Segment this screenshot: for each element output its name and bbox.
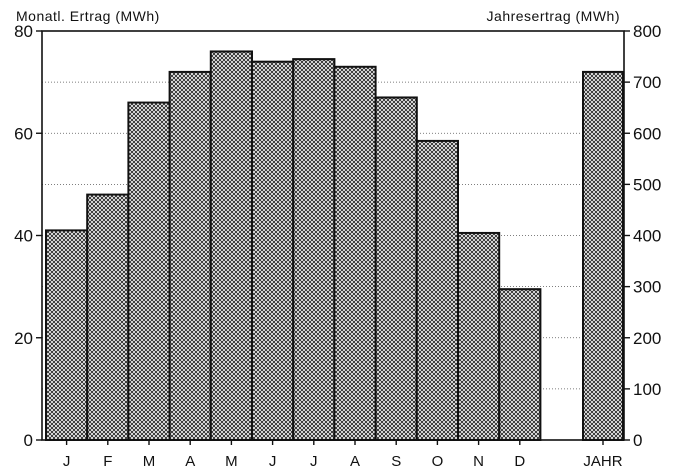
x-axis: J F M A M J J A S O N D JAHR: [63, 440, 623, 467]
bar-7: [292, 58, 336, 442]
right-tick-label: 600: [633, 124, 661, 143]
right-tick-label: 200: [633, 329, 661, 348]
bar-4: [168, 70, 212, 442]
x-tick-label: M: [225, 453, 238, 467]
x-tick-label: S: [391, 453, 401, 467]
left-tick-label: 80: [14, 22, 33, 41]
bar-2: [86, 193, 130, 441]
bar-12: [498, 288, 542, 441]
x-tick-label: F: [103, 453, 112, 467]
x-tick-label: J: [310, 453, 318, 467]
right-tick-label: 400: [633, 227, 661, 246]
right-axis-title: Jahresertrag (MWh): [487, 8, 620, 24]
x-tick-label: N: [473, 453, 484, 467]
x-tick-label: J: [269, 453, 277, 467]
right-tick-label: 800: [633, 22, 661, 41]
left-axis: 0 20 40 60 80: [14, 22, 42, 450]
x-tick-label: J: [63, 453, 71, 467]
bars: [45, 50, 624, 442]
bar-annual: [582, 70, 624, 442]
bar-11: [457, 231, 501, 441]
bar-9: [374, 96, 418, 442]
right-tick-label: 500: [633, 175, 661, 194]
bar-10: [415, 139, 459, 441]
left-tick-label: 40: [14, 227, 33, 246]
left-axis-title: Monatl. Ertrag (MWh): [16, 8, 160, 24]
right-tick-label: 0: [633, 431, 642, 450]
right-axis: 0 100 200 300 400 500 600 700 800: [624, 22, 661, 450]
x-tick-label: A: [350, 453, 360, 467]
left-tick-label: 60: [14, 124, 33, 143]
x-tick-label: A: [185, 453, 195, 467]
left-tick-label: 0: [24, 431, 33, 450]
bar-8: [333, 65, 377, 441]
x-tick-label: D: [514, 453, 525, 467]
left-tick-label: 20: [14, 329, 33, 348]
bar-1: [45, 229, 89, 441]
right-tick-label: 700: [633, 73, 661, 92]
bar-5: [209, 50, 254, 441]
right-tick-label: 300: [633, 278, 661, 297]
x-tick-label-annual: JAHR: [583, 453, 622, 467]
bar-3: [127, 101, 171, 441]
right-tick-label: 100: [633, 380, 661, 399]
bar-6: [251, 60, 295, 442]
x-tick-label: O: [432, 453, 444, 467]
x-tick-label: M: [143, 453, 156, 467]
